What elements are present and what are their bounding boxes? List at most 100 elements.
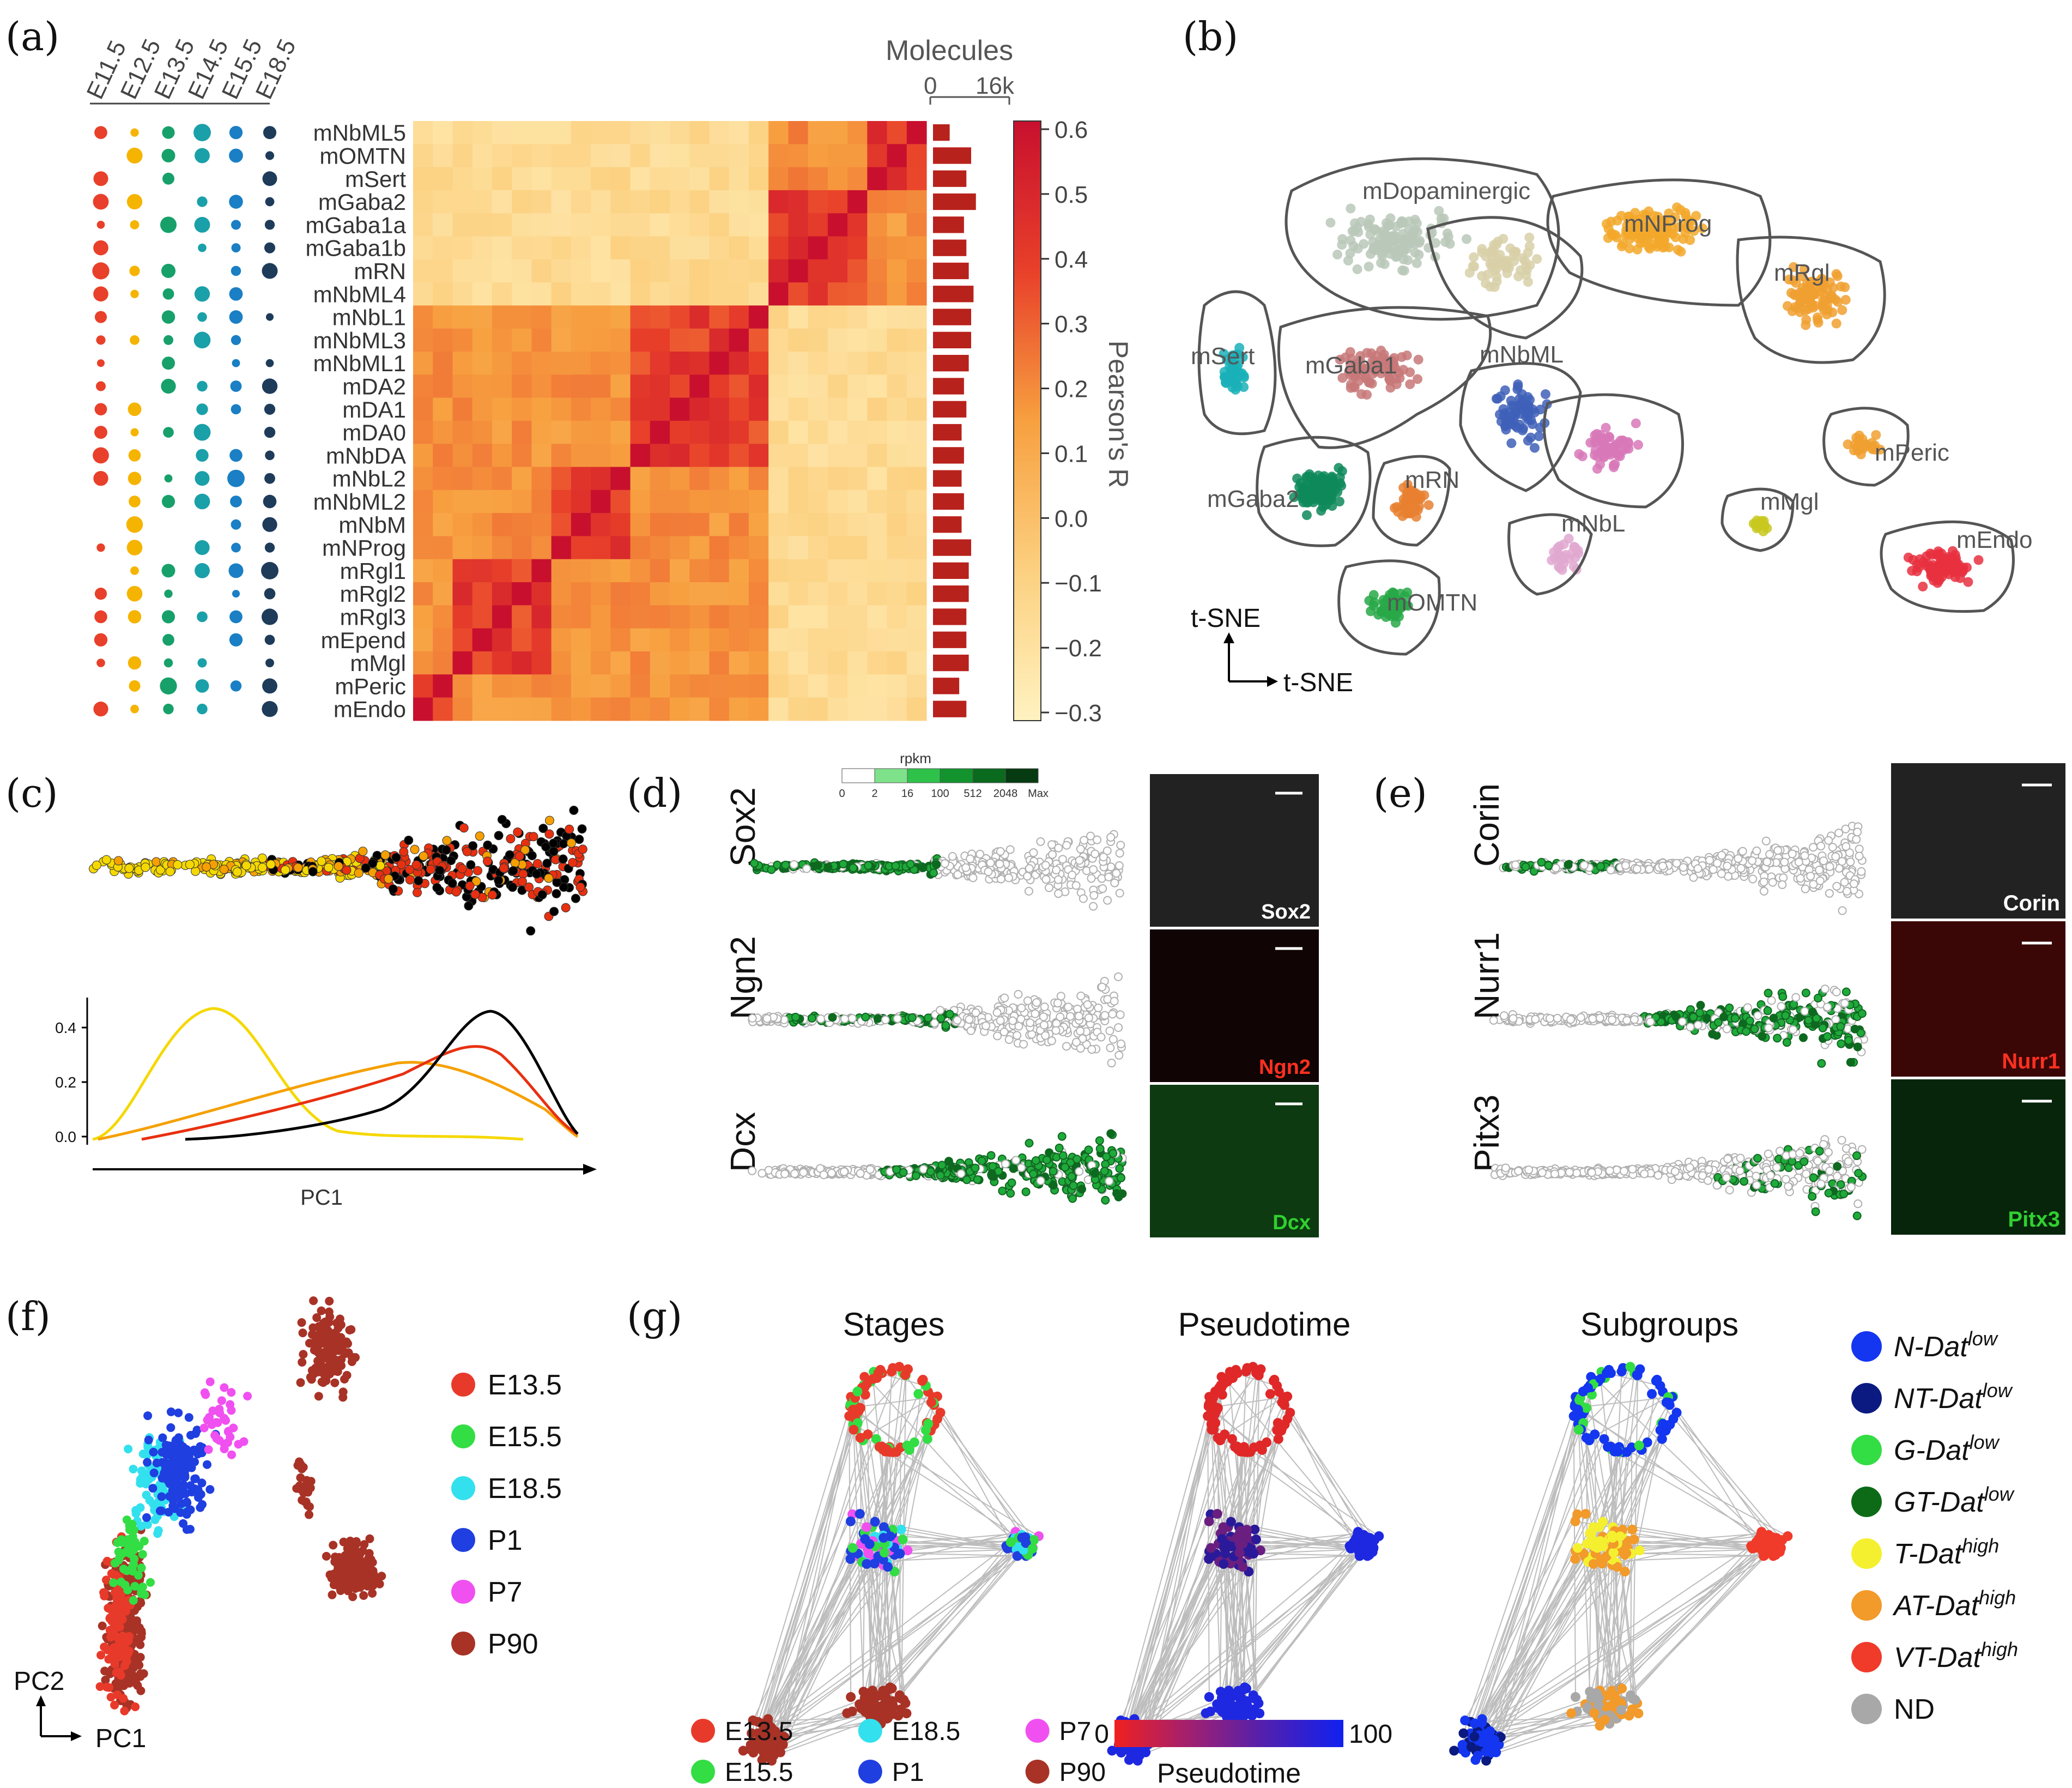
heatmap-cell [808,397,828,421]
heatmap-cell [591,628,611,652]
y-tick-label: 0.0 [55,1128,76,1145]
cluster-label: mOMTN [1387,589,1477,616]
heatmap-cell [887,144,907,168]
heatmap-cell [630,651,651,675]
heatmap-cell [808,190,828,214]
heatmap-cell [531,444,552,468]
heatmap-cell [709,651,730,675]
tsne-point [1405,379,1415,389]
expressing-cell [1696,1001,1705,1010]
cell-point [101,855,111,865]
heatmap-cell [689,167,710,191]
heatmap-cell [709,397,730,421]
expressing-cell [1042,1155,1051,1164]
heatmap-cell [630,374,651,398]
heatmap-cell [808,328,828,352]
stage-dot [262,378,278,394]
cell-point [202,862,211,872]
heatmap-cell [827,420,848,444]
heatmap-cell [571,397,591,421]
heatmap-cell [768,144,789,168]
heatmap-cell [709,328,730,352]
heatmap-cell [413,282,433,306]
tsne-point [1326,472,1337,482]
gene-label: Pitx3 [1467,1095,1506,1172]
heatmap-cell [433,536,453,560]
expressing-cell [1758,1032,1767,1041]
cell-point [266,860,276,869]
tsne-point [1397,352,1407,363]
heatmap-cell [650,605,670,629]
heatmap-cell [531,190,552,214]
non-expressing-cell [1686,1023,1695,1032]
non-expressing-cell [1840,999,1849,1008]
heatmap-cell [630,144,651,168]
tsne-point [1397,265,1408,275]
heatmap-cell [827,282,848,306]
heatmap-cell [472,282,493,306]
heatmap-cell [571,374,591,398]
heatmap-cell [768,282,789,306]
tsne-point [1395,246,1405,257]
non-expressing-cell [1068,871,1077,880]
heatmap-cell [630,259,651,283]
tsne-point [1392,595,1402,606]
stage-dot [227,469,245,487]
expressing-cell [750,859,759,868]
non-expressing-cell [1013,1031,1022,1040]
tsne-point [1370,360,1380,370]
expressing-cell [1009,1164,1018,1173]
heatmap-cell [571,513,591,536]
expressing-cell [1789,1000,1798,1009]
heatmap-cell [452,190,473,214]
non-expressing-cell [1837,1135,1846,1145]
stage-dot [130,289,139,298]
stage-dot-matrix [92,124,278,717]
heatmap-cell [887,420,907,444]
heatmap-cell [729,259,749,283]
non-expressing-cell [1831,852,1840,861]
heatmap-cell [551,651,572,675]
tsne-point [1414,501,1424,511]
tsne-point [1477,271,1487,281]
expressing-cell [907,1013,917,1022]
cell-point [537,890,547,899]
non-expressing-cell [1024,886,1033,896]
tsne-point [1644,241,1654,252]
heatmap-cell [768,651,789,675]
heatmap-cell [571,190,591,214]
cell-point [466,860,476,870]
stage-dot [130,428,139,437]
non-expressing-cell [1117,1039,1126,1048]
tsne-point [1323,486,1333,496]
tsne-point [1590,430,1600,440]
heatmap-cell [808,582,828,606]
non-expressing-cell [1047,1036,1056,1046]
heatmap-cell [452,282,473,306]
heatmap-cell [591,374,611,398]
non-expressing-cell [1048,850,1057,859]
heatmap-cell [670,282,690,306]
heatmap-cell [551,420,572,444]
tsne-point [1569,542,1579,552]
heatmap-cell [551,282,572,306]
heatmap-cell [492,236,512,260]
cell-point [544,873,554,883]
molecule-bar [933,124,950,141]
heatmap-cell [689,420,710,444]
cell-point [494,875,504,885]
heatmap-cell [709,213,730,237]
non-expressing-cell [1816,842,1826,851]
tsne-point [1664,208,1674,219]
heatmap-cell [512,236,532,260]
row-label: mRN [354,258,406,284]
expressing-cell [1837,1039,1846,1048]
heatmap-cell [650,697,670,721]
stage-dot [194,216,210,233]
heatmap-cell [492,490,512,514]
heatmap-cell [591,190,611,214]
heatmap-cell [906,582,927,606]
heatmap-cell [610,467,631,491]
stage-dot [198,243,207,252]
